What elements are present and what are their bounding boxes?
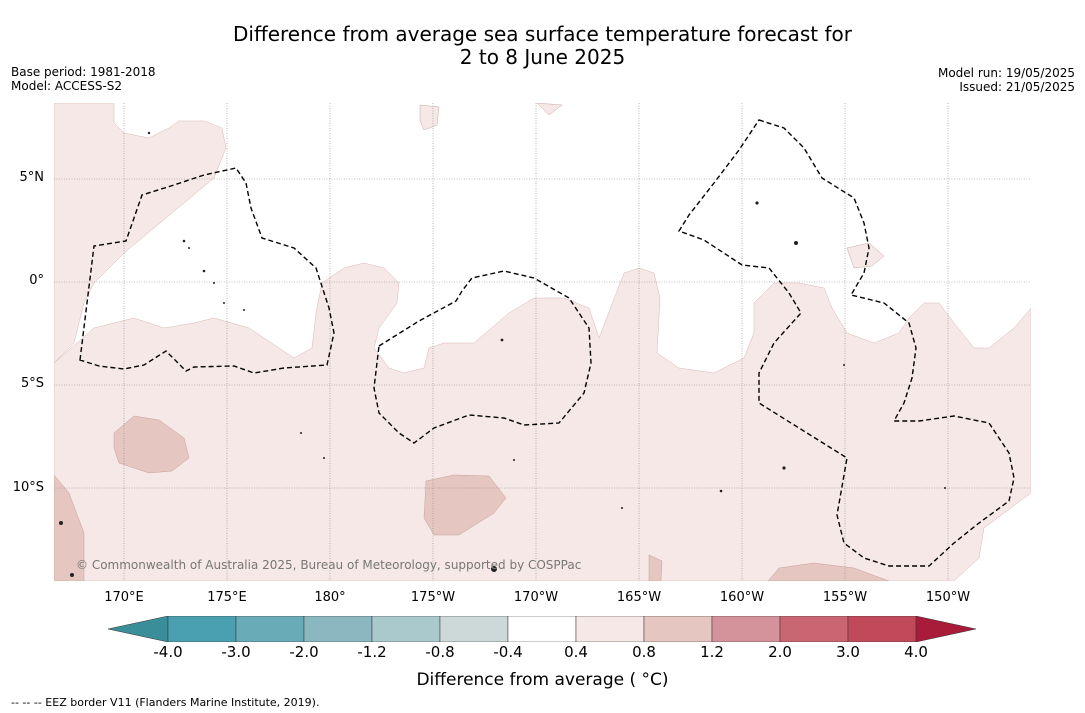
anomaly-region-dark-sw xyxy=(54,474,85,581)
graticule xyxy=(54,103,1031,581)
colorbar-cell xyxy=(507,616,577,642)
lon-label-155W: 155°W xyxy=(822,590,868,605)
lon-label-175W: 175°W xyxy=(410,590,456,605)
anomaly-region-top-island xyxy=(419,104,440,131)
colorbar-tick-label: -2.0 xyxy=(289,643,319,661)
colorbar-cell xyxy=(643,616,713,642)
colorbar-tick-label: -0.4 xyxy=(493,643,523,661)
colorbar-cell xyxy=(167,616,237,642)
lon-label-170E: 170°E xyxy=(104,590,144,605)
lon-label-165W: 165°W xyxy=(616,590,662,605)
anomaly-region-dark-small xyxy=(648,554,663,581)
lat-label-0: 0° xyxy=(29,273,44,288)
colorbar xyxy=(108,616,977,642)
lat-label-10S: 10°S xyxy=(12,480,44,495)
model-text: Model: ACCESS-S2 xyxy=(11,79,123,93)
colorbar-tick-label: 0.8 xyxy=(632,643,656,661)
lat-label-5S: 5°S xyxy=(20,376,44,391)
colorbar-tick-label: 0.4 xyxy=(564,643,588,661)
chart-title-line1: Difference from average sea surface temp… xyxy=(232,22,852,46)
eez-border-central xyxy=(373,270,592,444)
meta-left: Base period: 1981-2018 Model: ACCESS-S2 xyxy=(11,65,156,93)
colorbar-tick-label: 4.0 xyxy=(904,643,928,661)
anomaly-region-dark-west xyxy=(113,415,190,474)
eez-border-west xyxy=(79,167,335,374)
lon-label-180: 180° xyxy=(314,590,346,605)
model-run-text: Model run: 19/05/2025 xyxy=(937,66,1075,80)
eez-borders xyxy=(79,119,1015,567)
anomaly-region-top-island2 xyxy=(536,103,563,116)
colorbar-tick-label: -0.8 xyxy=(425,643,455,661)
lon-label-160W: 160°W xyxy=(719,590,765,605)
eez-footer-note: -- -- -- EEZ border V11 (Flanders Marine… xyxy=(11,696,320,709)
lon-label-150W: 150°W xyxy=(925,590,971,605)
colorbar-tick-label: -4.0 xyxy=(153,643,183,661)
colorbar-tick-label: -3.0 xyxy=(221,643,251,661)
colorbar-arrow-right xyxy=(915,616,977,642)
anomaly-region-east-blob xyxy=(846,242,885,269)
colorbar-arrow-left xyxy=(108,616,169,642)
map-canvas xyxy=(54,103,1031,581)
colorbar-cell xyxy=(371,616,441,642)
chart-title-line2: 2 to 8 June 2025 xyxy=(459,45,626,69)
colorbar-cell xyxy=(439,616,509,642)
colorbar-tick-label: 3.0 xyxy=(836,643,860,661)
colorbar-cell xyxy=(235,616,305,642)
eez-border-east xyxy=(677,119,1015,567)
anomaly-region-dark-south xyxy=(767,562,890,581)
anomaly-region-dark-central xyxy=(423,474,507,536)
lon-label-170W: 170°W xyxy=(513,590,559,605)
colorbar-label: Difference from average ( °C) xyxy=(416,670,669,690)
colorbar-cell xyxy=(779,616,849,642)
colorbar-tick-label: 2.0 xyxy=(768,643,792,661)
copyright-text: © Commonwealth of Australia 2025, Bureau… xyxy=(76,558,582,572)
meta-right: Model run: 19/05/2025 Issued: 21/05/2025 xyxy=(938,66,1075,94)
colorbar-cell xyxy=(711,616,781,642)
base-period-text: Base period: 1981-2018 xyxy=(11,65,156,79)
colorbar-cell xyxy=(575,616,645,642)
islands xyxy=(59,131,946,577)
colorbar-tick-label: -1.2 xyxy=(357,643,387,661)
issued-text: Issued: 21/05/2025 xyxy=(959,80,1075,94)
colorbar-cell xyxy=(303,616,373,642)
lon-label-175E: 175°E xyxy=(207,590,247,605)
lat-label-5N: 5°N xyxy=(19,170,45,185)
colorbar-cell xyxy=(847,616,917,642)
colorbar-tick-label: 1.2 xyxy=(700,643,724,661)
